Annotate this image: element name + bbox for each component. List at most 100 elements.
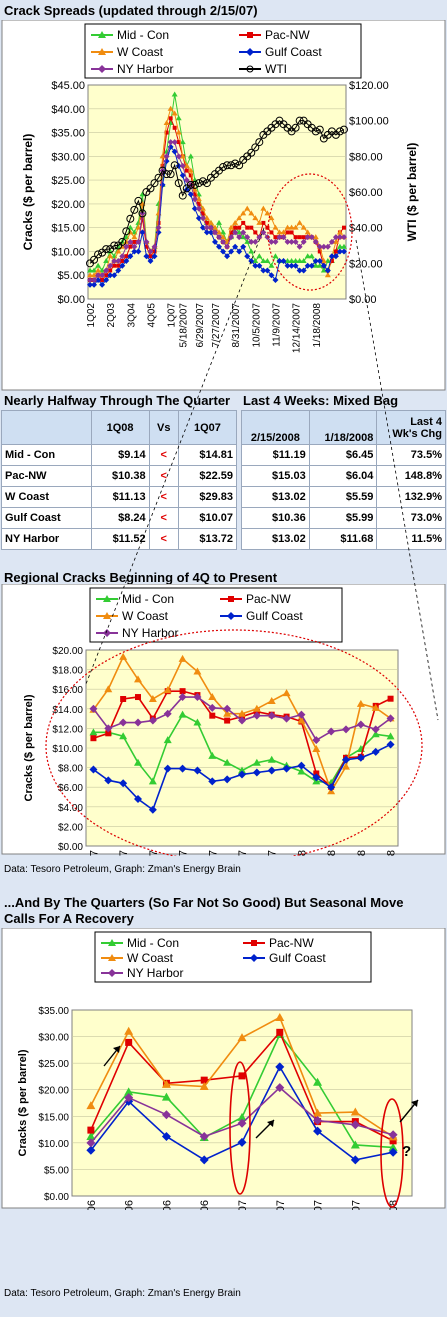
regional-cracks-chart: Mid - Con Pac-NW W Coast Gulf Coast NY Harbo… — [1, 584, 446, 856]
x-tick-label: 2/15/2008 — [386, 850, 398, 856]
point-w-coast — [312, 744, 321, 752]
point-wti — [219, 163, 228, 172]
quarterly-cracks-chart: Mid - Con Pac-NW W Coast Gulf Coast NY Harbo… — [1, 928, 446, 1210]
point-gulf-coast — [161, 1131, 171, 1141]
point-gulf-coast — [296, 267, 303, 274]
point-w-coast — [240, 210, 247, 216]
point-wti — [194, 179, 203, 188]
point-gulf-coast — [178, 764, 187, 773]
series-line-wti — [89, 119, 345, 264]
y-tick-label: $20.00 — [38, 1086, 69, 1097]
point-ny-harbor — [237, 1118, 247, 1128]
x-tick-label: 4Q06 — [199, 1200, 211, 1210]
point-gulf-coast — [134, 794, 142, 803]
legend-label-ny-harbor: NY Harbor — [127, 966, 183, 980]
point-mid-con — [316, 262, 323, 268]
y-tick-label: $5.00 — [44, 1165, 69, 1176]
legend-label-pac-nw: Pac-NW — [265, 28, 310, 42]
point-w-coast — [342, 762, 350, 770]
y-tick-label: $4.00 — [58, 803, 83, 814]
legend-marker-gulf-coast — [246, 48, 254, 56]
point-w-coast — [320, 257, 327, 263]
point-mid-con — [139, 191, 146, 197]
point-gulf-coast — [356, 753, 365, 762]
point-ny-harbor — [328, 238, 335, 245]
legend-marker-w-coast — [108, 954, 116, 961]
point-ny-harbor — [296, 243, 303, 250]
point-pac-nw — [188, 173, 193, 178]
point-w-coast — [86, 1101, 96, 1110]
y-tick-label: $8.00 — [58, 764, 83, 775]
cell-1q08: $10.38 — [90, 465, 150, 487]
y-tick-label: $30.00 — [51, 151, 85, 163]
point-ny-harbor — [297, 710, 306, 719]
y-tick-label: $10.00 — [52, 744, 83, 755]
point-wti — [162, 170, 171, 179]
point-mid-con — [304, 253, 311, 259]
y-tick-label: $25.00 — [38, 1059, 69, 1070]
y-tick-label: $25.00 — [51, 175, 85, 187]
cell-1-18-2008: $5.59 — [308, 486, 378, 508]
point-ny-harbor — [148, 716, 157, 725]
y-tick-label: $18.00 — [52, 666, 83, 677]
point-mid-con — [134, 758, 142, 766]
y-tick-label: $5.00 — [57, 270, 85, 282]
point-mid-con — [135, 219, 142, 225]
legend-marker-w-coast — [98, 48, 106, 55]
point-mid-con — [238, 766, 246, 774]
y-tick-label: $15.00 — [51, 223, 85, 235]
point-ny-harbor — [313, 1116, 323, 1126]
legend-marker-mid-con — [98, 31, 106, 38]
point-gulf-coast — [328, 253, 335, 260]
point-ny-harbor — [292, 238, 299, 245]
point-pac-nw — [237, 225, 242, 230]
chart2-title: Regional Cracks Beginning of 4Q to Prese… — [4, 570, 278, 585]
point-gulf-coast — [199, 1155, 209, 1165]
point-ny-harbor — [340, 234, 347, 241]
point-w-coast — [191, 186, 198, 192]
x-tick-label: 3Q04 — [126, 303, 137, 328]
legend-marker-gulf-coast — [250, 954, 258, 962]
point-w-coast — [313, 1108, 323, 1117]
point-ny-harbor — [104, 724, 113, 733]
legend-label-gulf-coast: Gulf Coast — [265, 45, 322, 59]
y-tick-label: $30.00 — [38, 1033, 69, 1044]
row-region: Pac-NW — [1, 465, 92, 487]
cell-1q07: $13.72 — [177, 528, 238, 550]
legend-marker-pac-nw — [251, 940, 257, 946]
point-mid-con — [163, 736, 172, 744]
point-gulf-coast — [388, 1147, 398, 1157]
y2-tick-label: $80.00 — [349, 151, 383, 163]
point-ny-harbor — [320, 243, 327, 250]
point-gulf-coast — [304, 262, 311, 269]
source-note-2: Data: Tesoro Petroleum, Graph: Zman's En… — [4, 1288, 241, 1299]
point-gulf-coast — [297, 761, 306, 770]
point-gulf-coast — [288, 262, 295, 269]
x-tick-label: 1Q08 — [388, 1200, 400, 1210]
point-w-coast — [104, 685, 113, 693]
point-wti — [315, 125, 324, 134]
point-gulf-coast — [252, 768, 261, 777]
point-wti — [223, 161, 232, 170]
crack-spreads-chart: Mid - Con Pac-NW W Coast Gulf Coast NY Harbo… — [1, 20, 446, 391]
cell-vs: < — [148, 465, 179, 487]
point-w-coast — [296, 219, 303, 225]
point-w-coast — [171, 110, 178, 116]
table-row: Mid - Con $9.14 < $14.81 — [1, 444, 238, 466]
point-wti — [154, 173, 163, 182]
table2-header-date2: 1/18/2008 — [308, 410, 378, 445]
x-tick-label: 1Q06 — [86, 1200, 98, 1210]
point-mid-con — [237, 1112, 247, 1121]
point-ny-harbor — [356, 720, 365, 729]
point-mid-con — [308, 253, 315, 259]
point-w-coast — [292, 224, 299, 230]
point-gulf-coast — [276, 257, 283, 264]
point-ny-harbor — [267, 711, 276, 720]
cell-change: 148.8% — [376, 465, 446, 487]
legend-marker-pac-nw — [247, 32, 253, 38]
point-mid-con — [175, 115, 182, 121]
point-ny-harbor — [238, 716, 246, 725]
chart3-title-line1: ...And By The Quarters (So Far Not So Go… — [4, 895, 404, 910]
table2-header-date1: 2/15/2008 — [241, 410, 310, 445]
point-mid-con — [171, 91, 178, 97]
